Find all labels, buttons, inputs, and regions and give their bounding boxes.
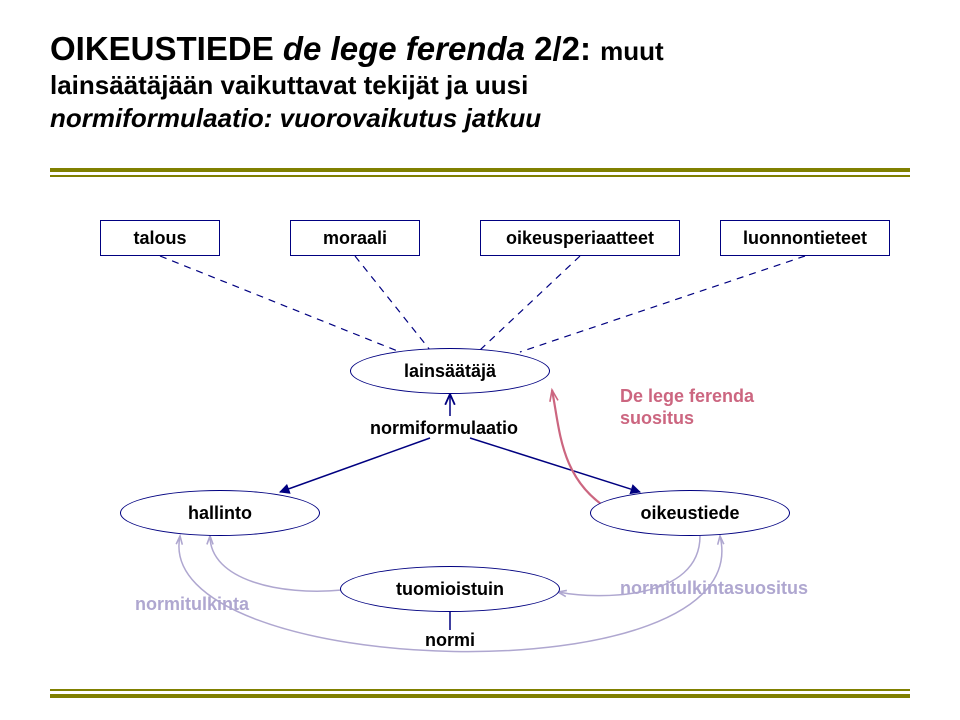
node-oikeustiede-label: oikeustiede (640, 503, 739, 524)
node-moraali-label: moraali (323, 228, 387, 249)
title-suffix: 2/2: (525, 30, 600, 67)
node-tuomioistuin-label: tuomioistuin (396, 579, 504, 600)
de-lege-line2: suositus (620, 408, 694, 428)
label-normiformulaatio: normiformulaatio (370, 418, 518, 439)
title-line2: lainsäätäjään vaikuttavat tekijät ja uus… (50, 70, 528, 100)
title-prefix: OIKEUSTIEDE (50, 30, 283, 67)
slide-title: OIKEUSTIEDE de lege ferenda 2/2: muut la… (50, 28, 910, 134)
node-luonnontieteet: luonnontieteet (720, 220, 890, 256)
title-line3: normiformulaatio: vuorovaikutus jatkuu (50, 103, 541, 133)
title-muut: muut (600, 36, 664, 66)
node-hallinto: hallinto (120, 490, 320, 536)
de-lege-line1: De lege ferenda (620, 386, 754, 406)
node-oikeusperiaatteet-label: oikeusperiaatteet (506, 228, 654, 249)
node-moraali: moraali (290, 220, 420, 256)
bottom-divider (50, 689, 910, 698)
node-oikeusperiaatteet: oikeusperiaatteet (480, 220, 680, 256)
node-hallinto-label: hallinto (188, 503, 252, 524)
node-tuomioistuin: tuomioistuin (340, 566, 560, 612)
node-luonnontieteet-label: luonnontieteet (743, 228, 867, 249)
slide: OIKEUSTIEDE de lege ferenda 2/2: muut la… (0, 0, 960, 720)
node-lainsaataja: lainsäätäjä (350, 348, 550, 394)
label-de-lege-ferenda: De lege ferenda suositus (620, 386, 754, 429)
title-italic: de lege ferenda (283, 30, 525, 67)
top-divider (50, 168, 910, 177)
node-lainsaataja-label: lainsäätäjä (404, 361, 496, 382)
label-normitulkinta: normitulkinta (135, 594, 249, 615)
node-oikeustiede: oikeustiede (590, 490, 790, 536)
node-talous-label: talous (133, 228, 186, 249)
node-talous: talous (100, 220, 220, 256)
label-normitulkintasuositus: normitulkintasuositus (620, 578, 808, 599)
label-normi: normi (425, 630, 475, 651)
